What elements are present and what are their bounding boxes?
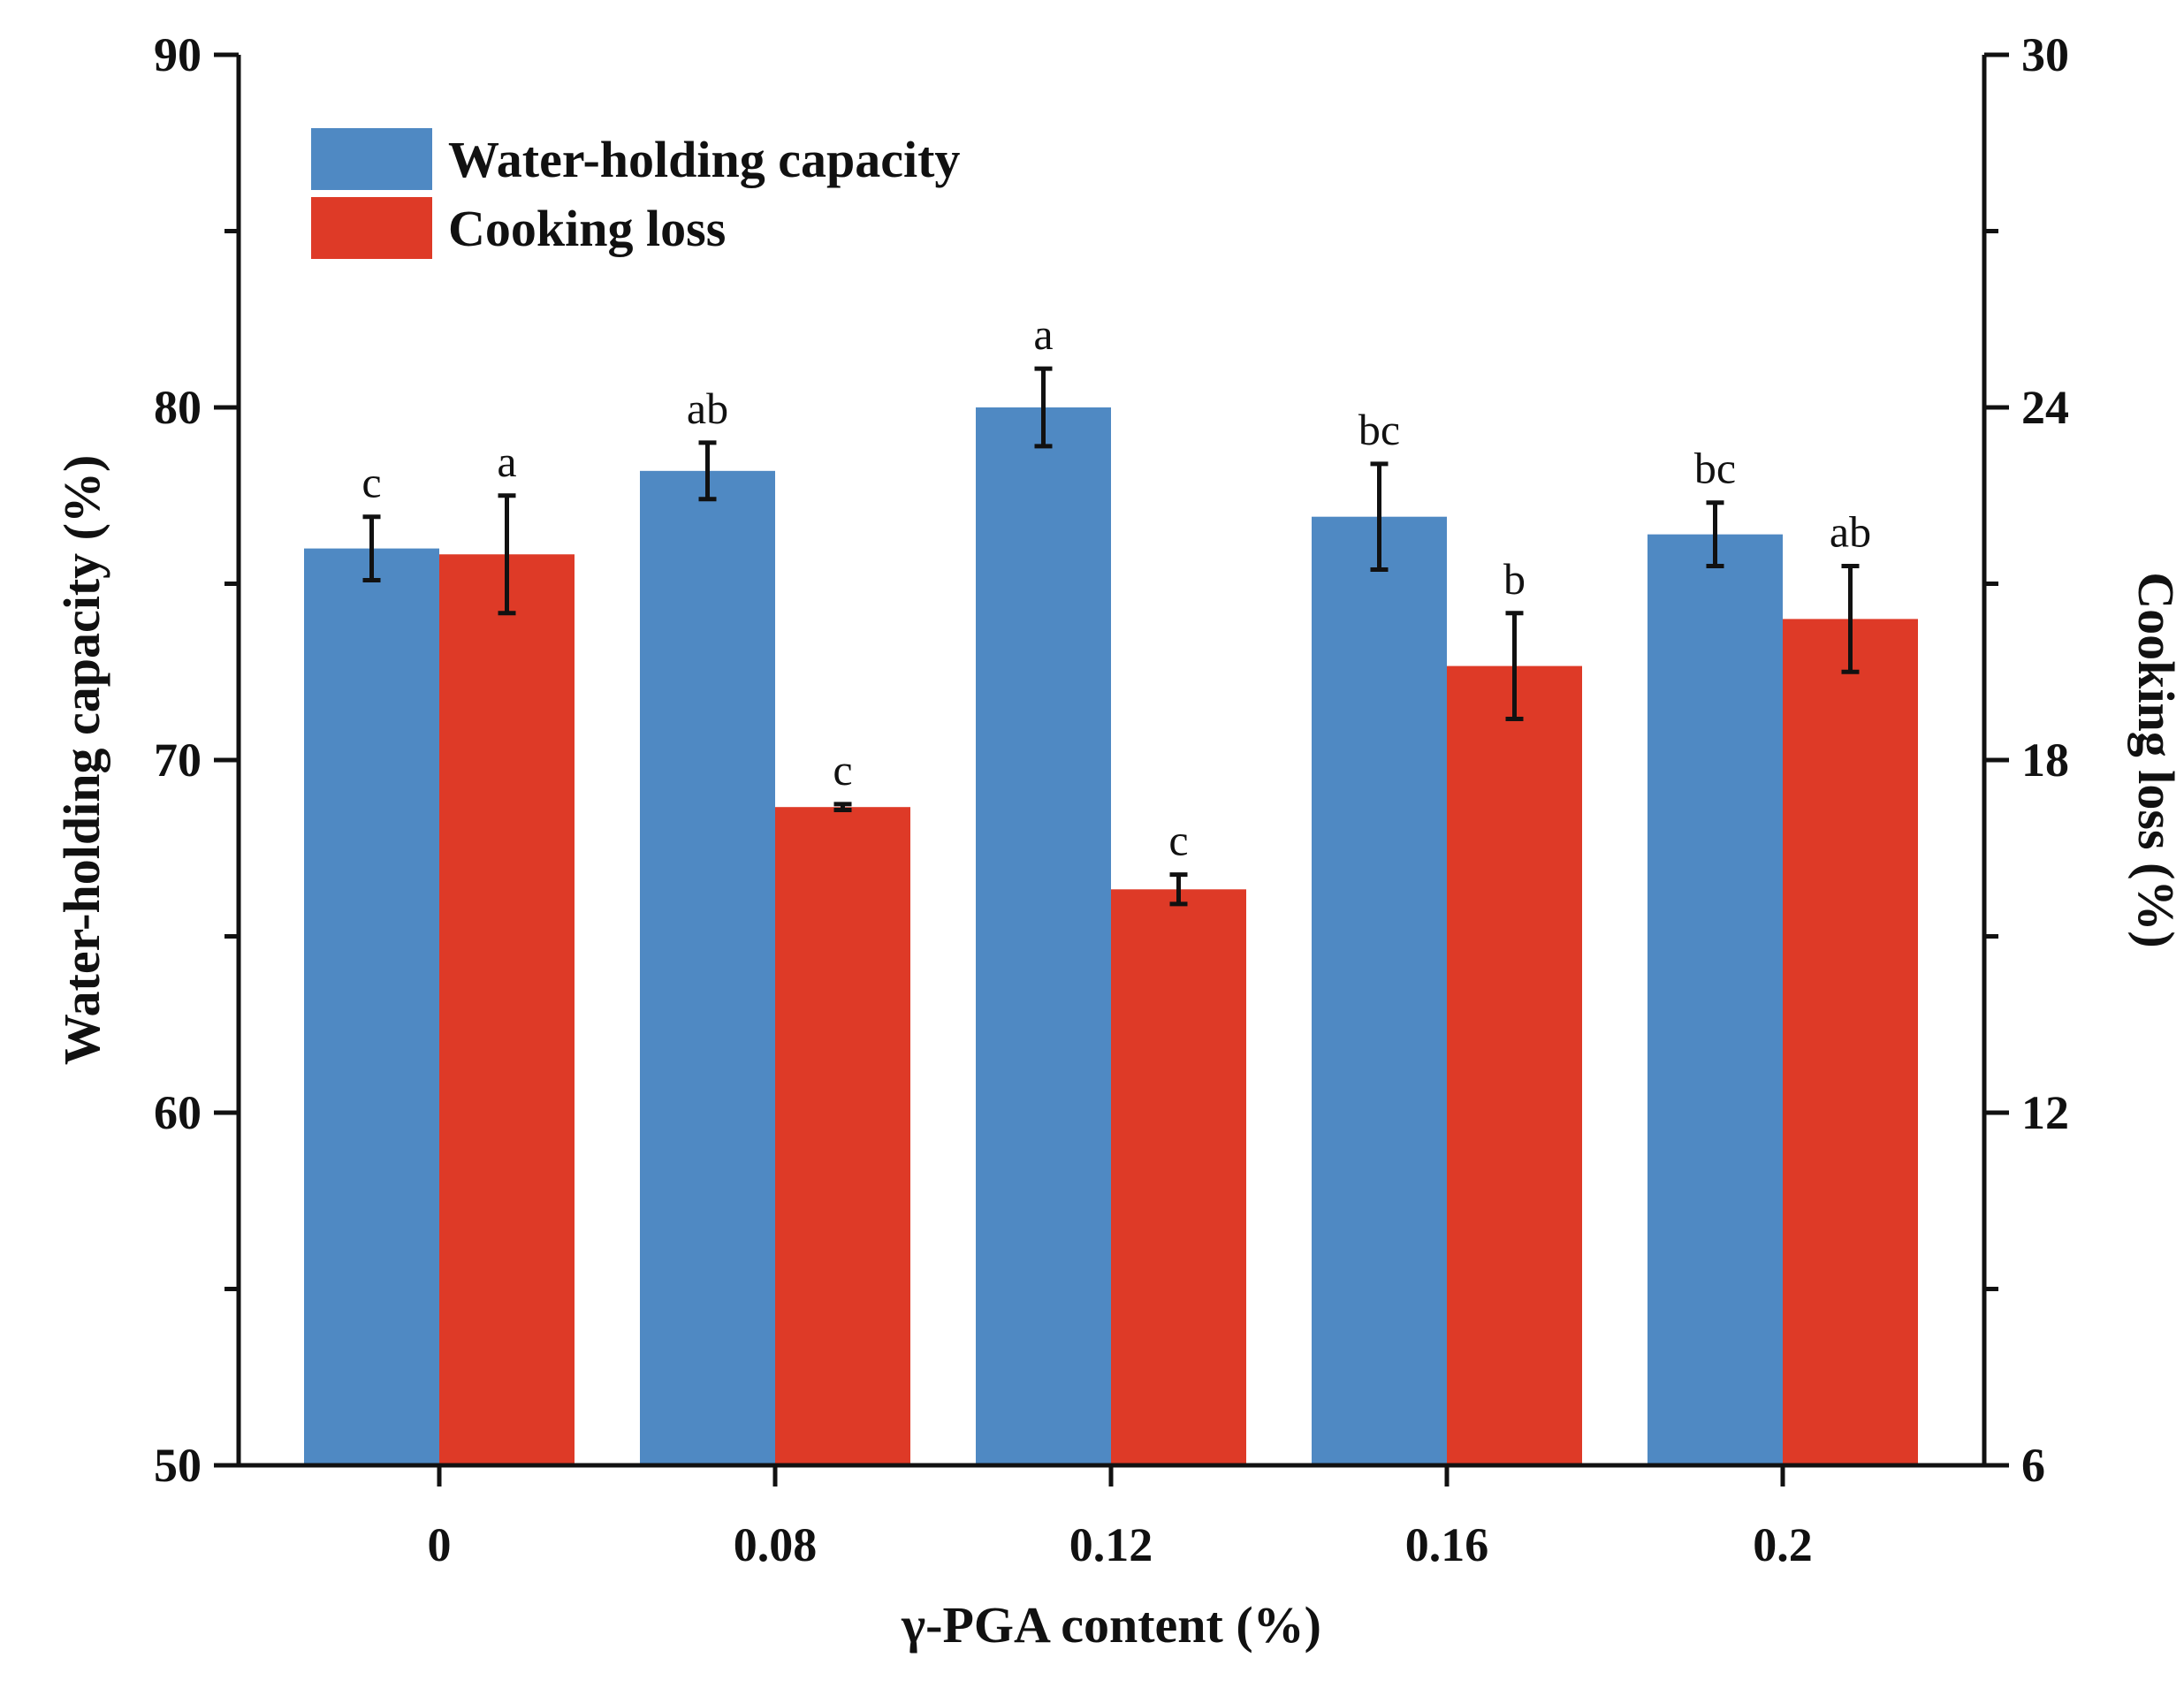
legend-label-cl: Cooking loss (448, 200, 726, 257)
right-tick-label: 18 (2021, 734, 2069, 787)
significance-label-whc-0: c (361, 458, 381, 507)
significance-label-whc-2: a (1033, 309, 1053, 359)
bar-whc-0 (304, 548, 439, 1465)
legend-swatch-cl (311, 197, 432, 259)
bar-whc-2 (976, 407, 1111, 1465)
significance-label-whc-1: ab (687, 384, 728, 433)
legend-label-whc: Water-holding capacity (448, 131, 960, 188)
left-tick-label: 70 (154, 734, 202, 787)
x-tick-label: 0.08 (734, 1518, 818, 1571)
right-y-axis-title: Cooking loss (%) (2127, 572, 2184, 947)
significance-label-cl-1: c (833, 745, 852, 795)
bar-whc-1 (640, 470, 775, 1465)
significance-label-cl-4: ab (1830, 507, 1871, 557)
significance-label-cl-0: a (497, 437, 516, 486)
x-axis-title: γ-PGA content (%) (901, 1596, 1321, 1654)
left-tick-label: 50 (154, 1439, 202, 1492)
bar-cl-3 (1447, 665, 1582, 1465)
bar-whc-4 (1648, 534, 1783, 1465)
left-y-axis-title: Water-holding capacity (%) (53, 455, 110, 1066)
bar-whc-3 (1312, 516, 1447, 1466)
right-tick-label: 24 (2021, 381, 2069, 434)
right-tick-label: 6 (2021, 1439, 2045, 1492)
bar-cl-4 (1783, 619, 1918, 1465)
left-tick-label: 60 (154, 1086, 202, 1139)
legend-swatch-whc (311, 128, 432, 190)
significance-label-whc-4: bc (1694, 444, 1736, 493)
x-tick-label: 0.16 (1405, 1518, 1489, 1571)
bar-cl-0 (439, 554, 575, 1465)
significance-label-cl-3: b (1503, 554, 1526, 604)
right-tick-label: 30 (2021, 28, 2069, 81)
bar-cl-2 (1111, 889, 1246, 1465)
left-tick-label: 80 (154, 381, 202, 434)
right-tick-label: 12 (2021, 1086, 2069, 1139)
x-tick-label: 0.2 (1753, 1518, 1813, 1571)
significance-label-cl-2: c (1168, 816, 1188, 865)
bar-cl-1 (775, 807, 910, 1465)
left-tick-label: 90 (154, 28, 202, 81)
x-tick-label: 0.12 (1069, 1518, 1153, 1571)
x-tick-label: 0 (428, 1518, 452, 1571)
significance-label-whc-3: bc (1358, 405, 1400, 454)
